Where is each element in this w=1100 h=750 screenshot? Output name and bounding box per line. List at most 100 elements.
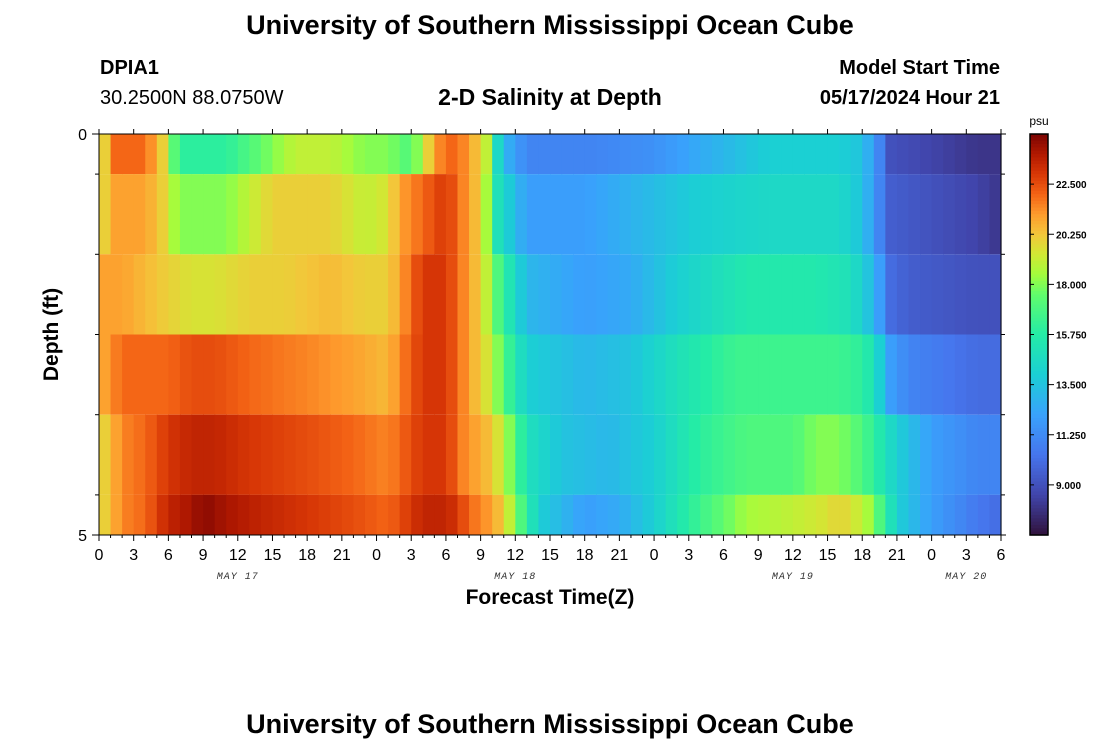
x-tick-label: 6 — [164, 547, 173, 564]
heatmap-cell — [688, 334, 701, 415]
heatmap-cell — [758, 334, 771, 415]
heatmap-cell — [434, 334, 447, 415]
colorbar-segment — [1030, 257, 1048, 262]
heatmap-cell — [99, 254, 112, 335]
heatmap-cell — [445, 494, 459, 535]
colorbar-segment — [1030, 267, 1048, 272]
heatmap-cell — [272, 254, 285, 335]
heatmap-cell — [607, 334, 620, 415]
heatmap-cell — [318, 334, 331, 415]
heatmap-cell — [434, 174, 447, 255]
page-title: University of Southern Mississippi Ocean… — [246, 10, 854, 40]
heatmap-cell — [503, 254, 516, 335]
heatmap-cell — [804, 494, 817, 535]
heatmap-cell — [966, 414, 979, 495]
colorbar-segment — [1030, 384, 1048, 389]
heatmap-cell — [179, 414, 193, 495]
heatmap-cell — [399, 254, 412, 335]
x-tick-label: 21 — [888, 547, 906, 564]
heatmap-cell — [920, 174, 933, 255]
heatmap-cell — [792, 414, 806, 495]
heatmap-cell — [480, 254, 493, 335]
heatmap-cell — [908, 334, 921, 415]
heatmap-cell — [411, 494, 424, 535]
colorbar-segment — [1030, 454, 1048, 459]
heatmap-cell — [584, 414, 597, 495]
heatmap-cell — [746, 134, 759, 175]
heatmap-cell — [781, 174, 794, 255]
heatmap-cell — [538, 414, 551, 495]
heatmap-cell — [885, 134, 898, 175]
heatmap-cell — [607, 494, 620, 535]
heatmap-cell — [931, 134, 944, 175]
heatmap-cell — [445, 414, 459, 495]
colorbar-segment — [1030, 524, 1048, 529]
heatmap-cell — [584, 334, 597, 415]
heatmap-cell — [711, 174, 725, 255]
colorbar-segment — [1030, 357, 1048, 362]
colorbar-tick-label: 9.000 — [1056, 481, 1081, 492]
heatmap-cell — [561, 174, 574, 255]
heatmap-cell — [735, 494, 748, 535]
heatmap-cell — [642, 254, 655, 335]
heatmap-cell — [711, 134, 725, 175]
x-tick-label: 6 — [997, 547, 1006, 564]
heatmap-cell — [295, 334, 308, 415]
heatmap-cell — [642, 334, 655, 415]
heatmap-cell — [445, 254, 459, 335]
colorbar-segment — [1030, 184, 1048, 189]
station-coordinates: 30.2500N 88.0750W — [100, 87, 284, 109]
heatmap-cell — [665, 134, 678, 175]
heatmap-cell — [943, 134, 956, 175]
heatmap-cell — [226, 134, 239, 175]
heatmap-cell — [954, 494, 967, 535]
heatmap-cell — [711, 334, 725, 415]
heatmap-cell — [492, 494, 505, 535]
colorbar-segment — [1030, 474, 1048, 479]
heatmap-cell — [943, 254, 956, 335]
heatmap-cell — [619, 174, 632, 255]
heatmap-cell — [573, 414, 586, 495]
heatmap-cell — [122, 334, 135, 415]
heatmap-cell — [284, 494, 297, 535]
heatmap-cell — [758, 134, 771, 175]
colorbar-segment — [1030, 317, 1048, 322]
heatmap-cell — [145, 414, 158, 495]
heatmap-cell — [503, 334, 516, 415]
heatmap-cell — [989, 414, 1002, 495]
heatmap-cell — [630, 134, 644, 175]
heatmap-cell — [746, 334, 759, 415]
heatmap-cell — [388, 414, 401, 495]
x-date-label: MAY 17 — [217, 572, 259, 583]
heatmap-cell — [966, 494, 979, 535]
heatmap-cell — [503, 134, 516, 175]
heatmap-cell — [920, 134, 933, 175]
heatmap-cell — [457, 494, 470, 535]
colorbar-segment — [1030, 514, 1048, 519]
colorbar-segment — [1030, 341, 1048, 346]
colorbar-segment — [1030, 260, 1048, 265]
colorbar-segment — [1030, 220, 1048, 225]
heatmap-cell — [203, 174, 216, 255]
colorbar-segment — [1030, 200, 1048, 205]
heatmap-cell — [723, 494, 736, 535]
colorbar-segment — [1030, 311, 1048, 316]
heatmap-cell — [249, 254, 262, 335]
colorbar-segment — [1030, 194, 1048, 199]
colorbar-segment — [1030, 224, 1048, 229]
colorbar-segment — [1030, 484, 1048, 489]
colorbar-segment — [1030, 234, 1048, 239]
heatmap-cell — [364, 254, 378, 335]
heatmap-cell — [607, 254, 620, 335]
heatmap-cell — [133, 174, 146, 255]
heatmap-cell — [411, 414, 424, 495]
colorbar-segment — [1030, 424, 1048, 429]
heatmap-cell — [353, 134, 366, 175]
heatmap-cell — [284, 254, 297, 335]
heatmap-cell — [977, 414, 991, 495]
heatmap-cell — [769, 334, 782, 415]
heatmap-cell — [896, 494, 910, 535]
colorbar-tick-label: 18.000 — [1056, 280, 1087, 291]
colorbar-segment — [1030, 277, 1048, 282]
heatmap-cell — [411, 254, 424, 335]
